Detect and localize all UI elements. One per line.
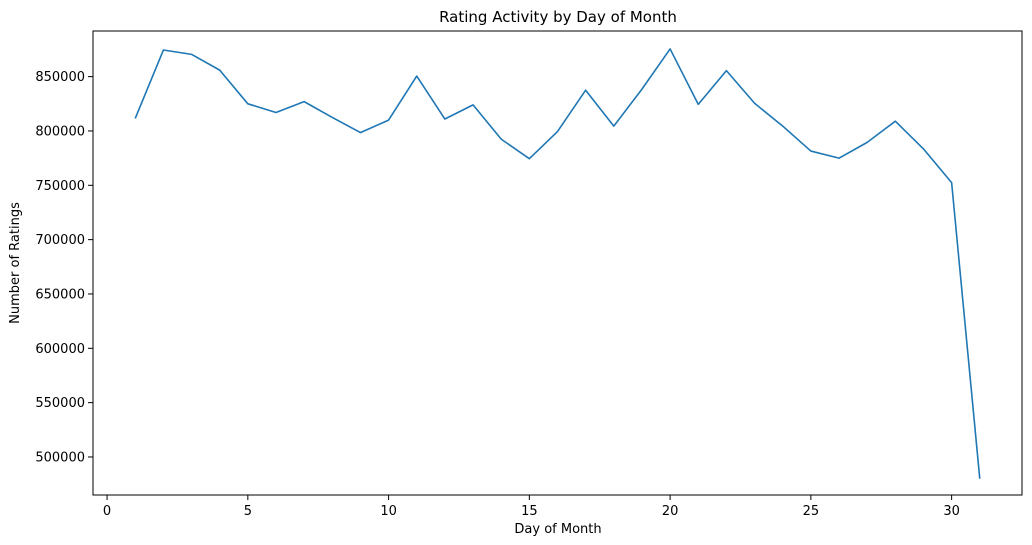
y-axis: 500000 550000 600000 650000 700000 750000 8000…	[35, 70, 93, 465]
y-tick-label: 800000	[35, 124, 85, 139]
plot-area-frame	[92, 30, 1023, 496]
y-tick-label: 500000	[35, 450, 85, 465]
x-tick-label: 5	[244, 504, 252, 519]
y-tick-label: 700000	[35, 233, 85, 248]
x-axis-label: Day of Month	[514, 522, 601, 537]
x-tick-label: 0	[103, 504, 111, 519]
x-axis: 0 5 10 15 20 25 30	[103, 495, 960, 519]
y-tick-label: 850000	[35, 70, 85, 85]
y-tick-label: 750000	[35, 179, 85, 194]
y-tick-label: 550000	[35, 396, 85, 411]
y-axis-label: Number of Ratings	[8, 202, 23, 324]
chart-title: Rating Activity by Day of Month	[439, 8, 677, 26]
x-tick-label: 20	[662, 504, 679, 519]
x-tick-label: 30	[943, 504, 960, 519]
y-tick-label: 650000	[35, 287, 85, 302]
x-tick-label: 25	[803, 504, 820, 519]
x-tick-label: 15	[521, 504, 538, 519]
series-line	[134, 48, 981, 479]
x-tick-label: 10	[380, 504, 397, 519]
y-tick-label: 600000	[35, 342, 85, 357]
